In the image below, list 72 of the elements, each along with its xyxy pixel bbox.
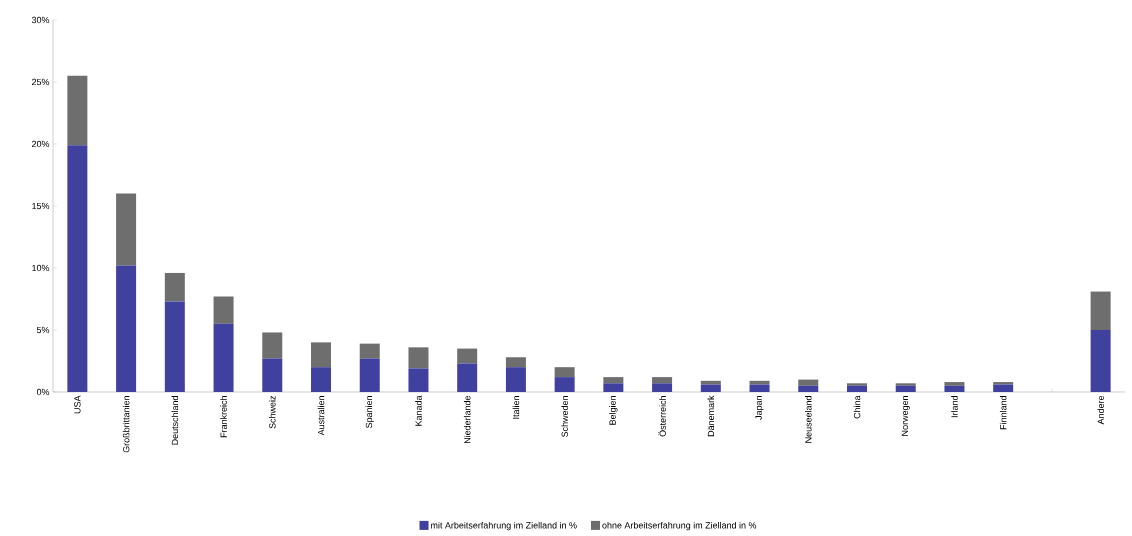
bar <box>359 358 380 392</box>
bar <box>116 193 137 266</box>
bar <box>67 75 88 146</box>
x-tick-label: Irland <box>951 396 958 418</box>
bar <box>895 385 916 392</box>
x-tick-label: USA <box>74 395 81 414</box>
y-tick-label: 20% <box>32 140 50 148</box>
bar <box>164 272 185 302</box>
x-tick-label: Österreich <box>658 396 666 437</box>
x-tick-label: Deutschland <box>171 396 179 445</box>
bar <box>359 343 380 359</box>
bar <box>408 368 429 392</box>
x-tick-label: Italien <box>512 396 520 419</box>
x-tick-label: Australien <box>317 396 325 436</box>
y-tick-label: 10% <box>32 264 50 272</box>
bar <box>798 385 819 392</box>
bar <box>554 377 575 392</box>
y-tick-label: 25% <box>32 78 50 86</box>
bar <box>505 367 526 392</box>
bar <box>164 301 185 392</box>
bar <box>311 367 332 392</box>
x-tick-label: Japan <box>755 396 764 420</box>
x-tick-label: Spanien <box>365 396 374 429</box>
bar <box>1090 291 1111 330</box>
bar <box>846 383 867 386</box>
y-tick-label: 5% <box>36 326 50 334</box>
bar <box>505 357 526 368</box>
x-tick-label: Dänemark <box>707 395 715 437</box>
bar <box>603 383 624 392</box>
x-tick-label: Kanada <box>415 395 422 426</box>
bar <box>213 323 234 392</box>
legend-label: mit Arbeitserfahrung im Zielland in % <box>431 521 577 531</box>
bar <box>700 384 721 392</box>
bar <box>749 380 770 385</box>
bar <box>944 382 965 386</box>
bar <box>116 265 137 392</box>
bar <box>993 384 1014 392</box>
x-tick-label: Niederlande <box>463 395 471 444</box>
x-tick-label: Schweiz <box>268 395 276 429</box>
y-tick-label: 15% <box>32 202 50 210</box>
y-tick-label: 30% <box>31 16 50 24</box>
bar <box>846 385 867 392</box>
bar <box>262 332 283 359</box>
x-tick-label: Andere <box>1097 395 1104 425</box>
y-tick-label: 0% <box>36 388 50 396</box>
bar <box>700 380 721 385</box>
bar <box>262 358 283 392</box>
x-tick-label: Finnland <box>999 396 1007 430</box>
x-tick-label: Frankreich <box>220 396 227 438</box>
bar <box>67 145 88 392</box>
bar <box>652 377 673 384</box>
x-tick-label: Großbrittanien <box>122 396 130 453</box>
x-tick-label: Belgien <box>609 396 618 425</box>
x-tick-label: China <box>853 395 861 419</box>
bar <box>311 342 332 368</box>
bar <box>944 385 965 392</box>
x-tick-label: Neuseeland <box>804 396 812 443</box>
x-tick-label: Norwegen <box>901 396 910 436</box>
bar <box>749 384 770 392</box>
bar <box>603 377 624 384</box>
legend-label: ohne Arbeitserfahrung im Zielland in % <box>602 521 757 531</box>
bar <box>798 379 819 386</box>
bar <box>993 382 1014 385</box>
bar <box>1090 329 1111 392</box>
bar <box>408 347 429 369</box>
bar <box>457 348 478 364</box>
bar <box>895 383 916 386</box>
bar <box>457 363 478 392</box>
bar <box>554 367 575 378</box>
bar <box>652 383 673 392</box>
bar <box>213 296 234 324</box>
x-tick-label: Schweden <box>561 396 568 437</box>
